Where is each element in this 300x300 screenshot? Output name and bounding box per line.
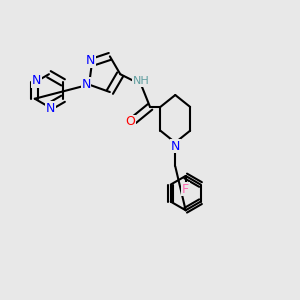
Text: O: O	[126, 115, 136, 128]
Text: N: N	[86, 54, 95, 67]
Text: F: F	[182, 183, 189, 196]
Text: N: N	[171, 140, 180, 153]
Text: N: N	[81, 78, 91, 91]
Text: N: N	[46, 102, 55, 115]
Text: NH: NH	[133, 76, 149, 86]
Text: N: N	[32, 74, 41, 87]
